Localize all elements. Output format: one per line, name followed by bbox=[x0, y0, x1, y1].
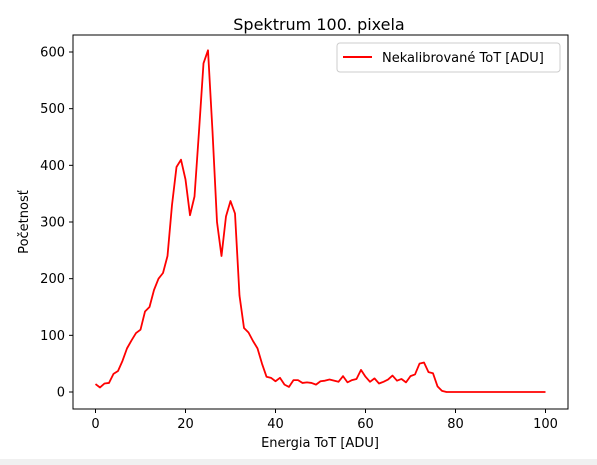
x-tick-label: 0 bbox=[91, 417, 99, 432]
legend: Nekalibrované ToT [ADU] bbox=[336, 42, 561, 73]
y-tick-label: 500 bbox=[40, 102, 65, 117]
y-tick-label: 400 bbox=[40, 159, 65, 174]
x-axis-label: Energia ToT [ADU] bbox=[261, 436, 379, 451]
chart-title: Spektrum 100. pixela bbox=[233, 15, 404, 34]
x-tick-label: 20 bbox=[177, 417, 194, 432]
y-tick-label: 300 bbox=[40, 216, 65, 231]
y-axis-label: Početnosť bbox=[17, 190, 32, 254]
y-tick-label: 100 bbox=[40, 329, 65, 344]
y-tick-label: 600 bbox=[40, 46, 65, 61]
y-tick-label: 0 bbox=[57, 386, 65, 401]
series-layer bbox=[94, 49, 546, 393]
x-tick-label: 40 bbox=[267, 417, 284, 432]
x-tick-label: 80 bbox=[447, 417, 464, 432]
x-tick-label: 100 bbox=[533, 417, 558, 432]
y-tick-label: 200 bbox=[40, 272, 65, 287]
legend-box bbox=[336, 42, 561, 73]
series-line bbox=[94, 49, 546, 393]
y-axis-ticks: 0 100 200 300 400 500 600 bbox=[40, 46, 73, 401]
x-axis-ticks: 0 20 40 60 80 100 bbox=[91, 409, 558, 432]
bottom-strip bbox=[0, 459, 597, 465]
legend-entry: Nekalibrované ToT [ADU] bbox=[382, 51, 544, 66]
x-tick-label: 60 bbox=[357, 417, 374, 432]
